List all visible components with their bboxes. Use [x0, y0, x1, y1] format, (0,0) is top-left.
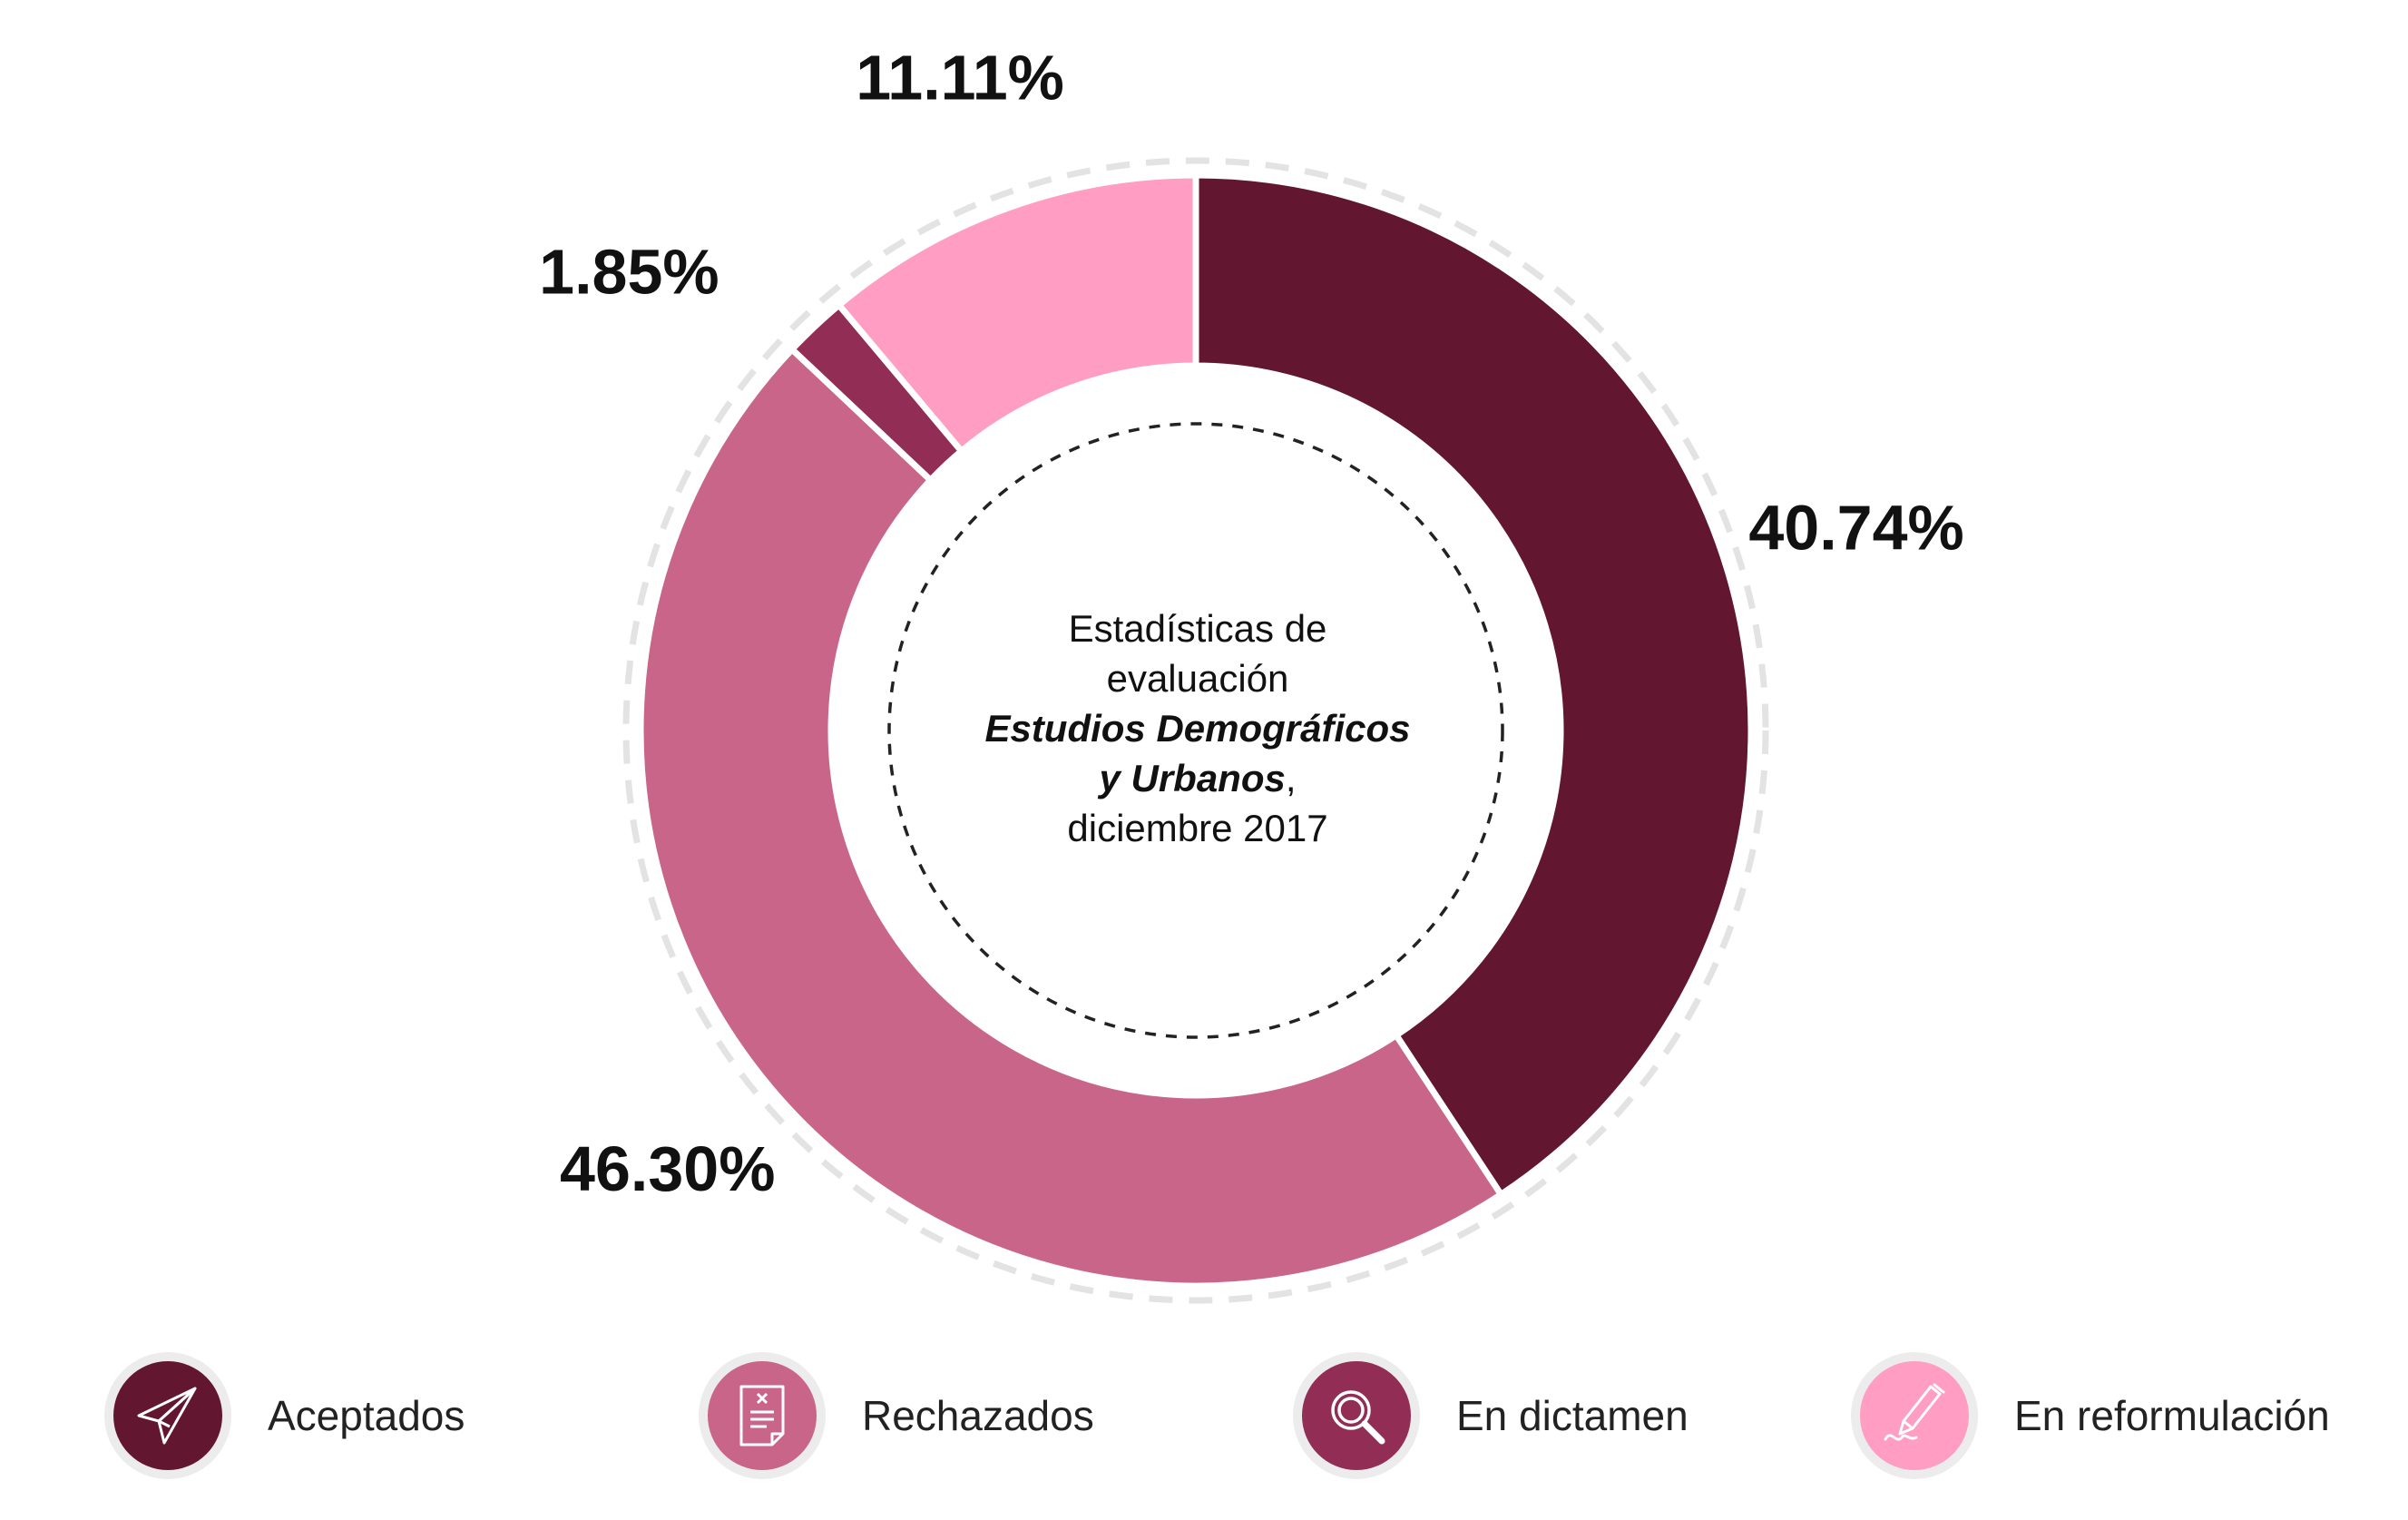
slice-aceptados — [1192, 172, 1755, 1200]
legend-item-rechazados: Rechazados — [699, 1352, 1094, 1479]
slice-en-reformulacion — [834, 172, 1199, 456]
center-title-line-4-comma: , — [1285, 757, 1297, 799]
outer-dashed-ring — [622, 157, 1769, 1304]
center-title-line-4-text: y Urbanos — [1099, 757, 1286, 799]
data-label-rechazados: 46.30% — [560, 1133, 775, 1204]
legend-label-aceptados: Aceptados — [268, 1392, 465, 1439]
center-title-line-2: evaluación — [1106, 657, 1289, 700]
data-label-en-dictamen: 1.85% — [539, 237, 719, 308]
paper-plane-icon — [113, 1361, 222, 1470]
pen-signature-icon — [1860, 1361, 1969, 1470]
data-label-aceptados: 40.74% — [1748, 492, 1963, 563]
legend-label-en-reformulacion: En reformulación — [2014, 1392, 2330, 1439]
legend-item-en-dictamen: En dictamen — [1293, 1352, 1689, 1479]
legend-label-en-dictamen: En dictamen — [1456, 1392, 1689, 1439]
center-title-line-1: Estadísticas de — [1068, 607, 1327, 650]
legend-badge-rechazados — [699, 1352, 826, 1479]
center-title-line-4: y Urbanos, — [894, 753, 1502, 803]
center-title-line-5: diciembre 2017 — [1067, 807, 1328, 849]
slice-rechazados — [637, 344, 1506, 1290]
legend-badge-en-dictamen — [1293, 1352, 1420, 1479]
legend-badge-en-reformulacion — [1851, 1352, 1978, 1479]
legend-badge-aceptados — [104, 1352, 231, 1479]
chart-legend: Aceptados Rechazados — [0, 1352, 2408, 1479]
data-label-en-reformulacion: 11.11% — [856, 42, 1064, 113]
chart-center-title: Estadísticas de evaluación Estudios Demo… — [894, 603, 1502, 853]
rejected-document-icon — [708, 1361, 817, 1470]
magnifier-icon — [1302, 1361, 1411, 1470]
center-title-line-3: Estudios Demográficos — [984, 707, 1411, 750]
legend-item-en-reformulacion: En reformulación — [1851, 1352, 2330, 1479]
inner-dashed-circle — [887, 422, 1504, 1039]
legend-label-rechazados: Rechazados — [862, 1392, 1094, 1439]
legend-item-aceptados: Aceptados — [104, 1352, 465, 1479]
